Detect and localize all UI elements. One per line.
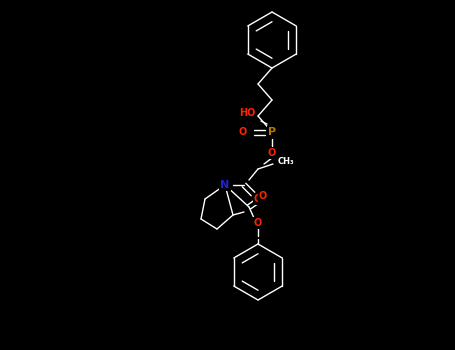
Text: N: N <box>220 180 230 190</box>
Text: O: O <box>254 218 262 228</box>
Text: O: O <box>268 148 276 158</box>
Text: O: O <box>239 127 247 137</box>
Text: HO: HO <box>239 108 255 118</box>
Text: O: O <box>254 194 262 204</box>
Text: P: P <box>268 127 276 137</box>
Text: O: O <box>259 191 267 201</box>
Text: CH₃: CH₃ <box>278 156 294 166</box>
